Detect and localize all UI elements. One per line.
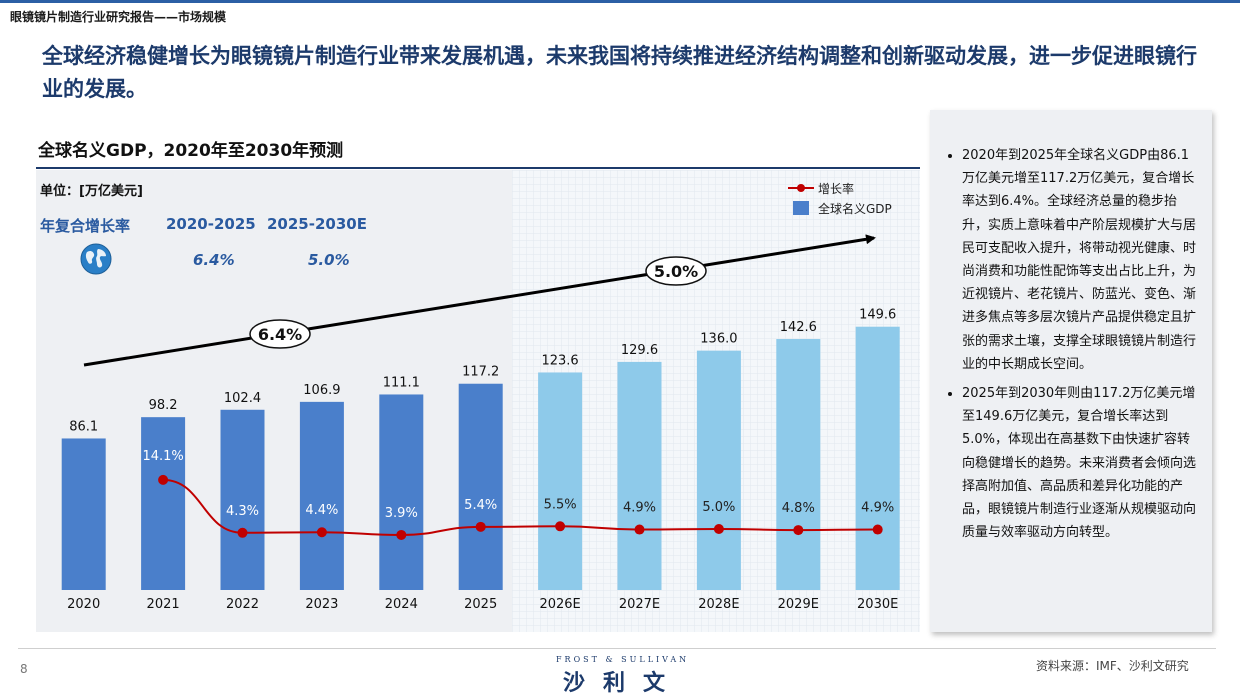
bar-2028E [696,350,741,590]
legend-bar-swatch [788,201,814,215]
x-tick-label: 2022 [226,597,259,612]
legend-line-swatch [788,181,814,195]
bar-2020 [61,438,106,590]
x-tick-label: 2024 [385,597,418,612]
bar-value-label: 111.1 [383,375,420,390]
growth-rate-label: 14.1% [142,449,183,464]
bar-value-label: 117.2 [462,365,499,380]
page-headline: 全球经济稳健增长为眼镜镜片制造行业带来发展机遇，未来我国将持续推进经济结构调整和… [42,44,1197,101]
growth-rate-point-2027E [634,524,645,535]
bar-value-label: 106.9 [303,383,340,398]
bar-2022 [220,409,265,590]
growth-rate-label: 4.3% [226,504,259,519]
globe-icon [80,243,112,275]
footer-rule [18,648,1216,649]
legend-label-growth-rate: 增长率 [818,181,855,196]
bar-2024 [379,394,424,590]
growth-rate-point-2028E [713,524,724,534]
chart-area: 6.4% 5.0% 86.1 2020 98.2 2021 102.4 2022 106.9 2… [36,170,920,632]
legend-item-gdp: 全球名义GDP [788,198,892,218]
bar-value-label: 102.4 [224,391,261,406]
logo-english: FROST & SULLIVAN [556,655,690,664]
bar-2026E [538,372,583,590]
x-tick-label: 2025 [464,597,497,612]
growth-rate-point-2021 [158,474,169,485]
logo-chinese: 沙利文 [563,671,684,696]
growth-rate-line [163,478,878,536]
commentary-list: 2020年到2025年全球名义GDP由86.1万亿美元增至117.2万亿美元，复… [930,110,1212,544]
legend-label-gdp: 全球名义GDP [818,201,892,216]
bar-2030E [855,326,900,590]
growth-rate-point-2022 [237,527,248,538]
bar-value-label: 98.2 [149,398,178,413]
growth-rate-point-2023 [316,527,327,538]
actual-period-background [36,170,512,632]
cagr-bubble-2020-2025 [249,319,311,349]
chart-title-rule [36,167,920,169]
bar-value-label: 129.6 [621,343,658,358]
cagr-period-2020-2025: 2020-2025 [166,215,256,233]
growth-rate-point-2026E [555,521,566,532]
x-tick-label: 2023 [305,597,338,612]
unit-label: 单位：[万亿美元] [40,184,143,199]
x-tick-label: 2021 [147,597,180,612]
top-accent-bar [0,0,1240,3]
growth-rate-point-2024 [396,529,407,540]
bar-2025 [458,383,503,590]
x-tick-label: 2029E [778,597,819,612]
cagr-period-2025-2030: 2025-2030E [267,215,367,233]
bar-value-label: 136.0 [700,332,737,347]
source-note: 资料来源：IMF、沙利文研究 [1036,659,1189,673]
legend-item-growth-rate: 增长率 [788,178,892,198]
x-tick-label: 2020 [67,597,100,612]
growth-rate-label: 5.0% [702,500,735,515]
commentary-bullet-1: 2020年到2025年全球名义GDP由86.1万亿美元增至117.2万亿美元，复… [962,144,1202,376]
growth-rate-label: 5.4% [464,498,497,513]
bar-value-label: 123.6 [541,353,578,368]
commentary-bullet-2: 2025年到2030年则由117.2万亿美元增至149.6万亿美元，复合增长率达… [962,382,1202,544]
bar-value-label: 142.6 [780,320,817,335]
gdp-chart: 6.4% 5.0% 86.1 2020 98.2 2021 102.4 2022 106.9 2… [36,170,920,632]
bar-2027E [617,361,662,590]
x-tick-label: 2030E [857,597,898,612]
growth-rate-label: 4.9% [861,501,894,516]
growth-rate-label: 3.9% [385,506,418,521]
cagr-bubble-2025-2030-label: 5.0% [654,262,698,281]
x-tick-label: 2027E [619,597,660,612]
growth-rate-point-2029E [793,525,804,536]
page-number: 8 [20,662,28,676]
growth-rate-label: 5.5% [544,497,577,512]
cagr-value-2020-2025: 6.4% [193,251,235,269]
cagr-label: 年复合增长率 [40,217,131,235]
cagr-value-2025-2030: 5.0% [308,251,350,269]
growth-rate-point-2025 [475,521,486,532]
chart-legend: 增长率 全球名义GDP [788,178,892,218]
commentary-panel: 2020年到2025年全球名义GDP由86.1万亿美元增至117.2万亿美元，复… [930,110,1212,632]
bar-value-label: 86.1 [69,419,98,434]
growth-rate-point-2030E [872,524,883,535]
bar-2023 [299,401,344,590]
cagr-bubble-2025-2030 [645,256,707,286]
bar-2029E [776,339,821,590]
breadcrumb: 眼镜镜片制造行业研究报告——市场规模 [10,10,227,24]
bar-value-label: 149.6 [859,308,896,323]
growth-rate-label: 4.8% [782,501,815,516]
x-tick-label: 2028E [698,597,739,612]
growth-rate-label: 4.9% [623,501,656,516]
x-tick-label: 2026E [539,597,580,612]
growth-rate-label: 4.4% [305,503,338,518]
cagr-bubble-2020-2025-label: 6.4% [258,325,302,344]
chart-title: 全球名义GDP，2020年至2030年预测 [38,141,344,161]
bar-2021 [141,417,186,590]
